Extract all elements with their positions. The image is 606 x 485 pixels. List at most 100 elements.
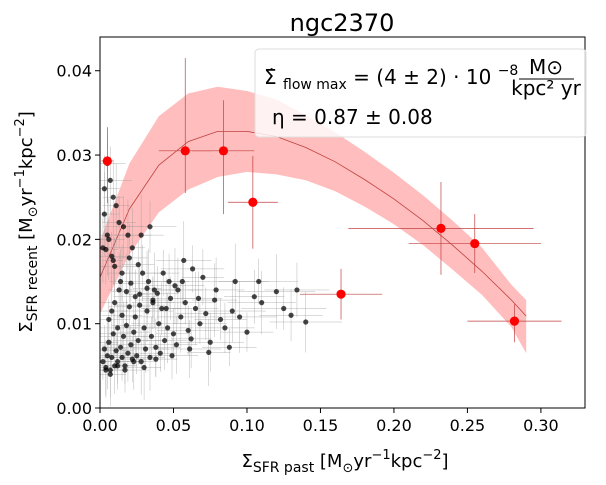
data-point <box>173 342 180 348</box>
data-point <box>109 308 115 314</box>
highlight-point <box>180 146 190 156</box>
data-point <box>153 344 159 350</box>
data-point <box>110 194 116 200</box>
data-point <box>144 285 150 291</box>
data-point <box>109 253 115 259</box>
data-point <box>106 316 112 323</box>
data-point <box>166 278 172 285</box>
data-point <box>281 305 287 312</box>
data-point <box>125 232 131 238</box>
data-point <box>104 353 110 359</box>
data-point <box>185 327 191 334</box>
data-point <box>110 257 116 264</box>
data-point <box>150 297 156 303</box>
legend-frame <box>254 48 587 138</box>
data-point <box>178 314 184 320</box>
data-point <box>107 371 113 377</box>
highlight-point <box>218 146 229 156</box>
data-point <box>140 270 146 276</box>
data-point <box>115 363 121 369</box>
data-point <box>157 350 163 356</box>
data-point <box>187 346 193 352</box>
data-point <box>222 325 228 331</box>
highlight-point <box>102 156 112 166</box>
data-point <box>154 290 160 296</box>
data-point <box>110 331 116 337</box>
uncertainty-band-layer <box>99 86 527 354</box>
y-tick-label: 0.00 <box>56 399 92 418</box>
data-point <box>141 364 147 371</box>
data-point <box>192 305 199 312</box>
y-axis-title-yr: yr <box>16 188 37 207</box>
annotation-equation: = (4 ± 2) · 10 <box>353 65 491 89</box>
data-point <box>167 295 174 301</box>
data-point <box>107 177 113 183</box>
data-point <box>206 349 212 355</box>
y-tick-label: 0.04 <box>56 62 92 81</box>
data-point <box>181 257 187 264</box>
uncertainty-band <box>100 86 527 354</box>
highlight-point <box>336 289 346 299</box>
data-point <box>170 331 177 337</box>
data-point <box>113 348 119 354</box>
highlight-point-layer <box>101 58 562 343</box>
data-point <box>244 329 250 335</box>
data-point <box>112 300 118 306</box>
data-point <box>145 278 152 285</box>
annotation-eta: η = 0.87 ± 0.08 <box>272 105 433 129</box>
data-point <box>142 346 149 352</box>
data-point <box>288 312 294 318</box>
annotation-lhs: Σ̇ <box>264 65 277 89</box>
x-tick-label: 0.00 <box>82 416 118 435</box>
y-axis-title-sub: SFR recent <box>25 245 41 321</box>
x-axis-title-kpc: kpc <box>391 451 423 472</box>
x-axis-title: ΣSFR past [M⊙yr−1kpc−2] <box>241 448 448 476</box>
x-axis-title-sup2: −2 <box>422 448 441 463</box>
x-axis-title-close: ] <box>442 451 449 472</box>
data-point <box>123 322 130 328</box>
data-point <box>112 263 118 269</box>
y-axis-title: ΣSFR recent [M⊙yr−1kpc−2] <box>13 111 41 333</box>
data-point <box>148 333 155 339</box>
data-point <box>156 321 162 327</box>
data-point <box>116 219 122 226</box>
data-point <box>259 300 265 306</box>
highlight-point <box>470 238 480 249</box>
data-point <box>116 287 122 293</box>
data-point <box>100 245 106 251</box>
y-tick-label: 0.03 <box>56 146 92 165</box>
data-point <box>137 291 143 297</box>
y-axis-title-sup2: −2 <box>13 118 28 137</box>
data-point <box>160 270 166 276</box>
data-point <box>119 312 125 318</box>
x-tick-label: 0.15 <box>303 416 339 435</box>
data-point <box>101 186 108 192</box>
data-point <box>115 325 121 331</box>
highlight-point <box>509 316 520 326</box>
data-point <box>138 232 144 238</box>
x-tick-label: 0.20 <box>376 416 412 435</box>
data-point <box>151 287 157 293</box>
data-point <box>188 336 194 342</box>
data-point <box>125 350 131 356</box>
x-axis-title-sub: SFR past <box>253 460 315 476</box>
data-point <box>165 325 171 331</box>
data-point <box>256 278 262 285</box>
data-point <box>100 359 106 365</box>
data-point <box>128 342 134 348</box>
data-point <box>163 305 169 312</box>
data-point <box>104 232 110 238</box>
data-point <box>144 308 150 314</box>
data-point <box>237 314 243 320</box>
data-point <box>212 297 218 303</box>
data-point <box>132 294 138 300</box>
data-point <box>107 367 113 373</box>
data-point <box>113 203 119 209</box>
data-point <box>159 305 165 312</box>
data-point <box>175 287 181 293</box>
data-point <box>226 344 232 350</box>
data-point <box>179 278 185 285</box>
chart-title: ngc2370 <box>290 9 395 37</box>
x-axis-title-main: Σ <box>241 451 252 472</box>
